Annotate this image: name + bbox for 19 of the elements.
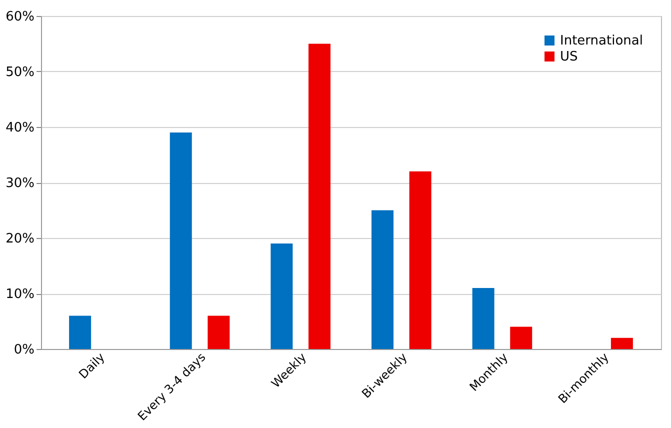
y-tick-label: 20% (6, 232, 34, 246)
y-tick-label: 10% (6, 287, 34, 302)
bar (69, 316, 92, 349)
bar (510, 326, 532, 349)
y-tick-label: 30% (6, 176, 34, 191)
bar (170, 132, 192, 349)
y-tick-label: 40% (6, 120, 34, 136)
y-tick-label: 0% (14, 342, 34, 358)
bar (472, 288, 494, 349)
bar (610, 338, 633, 349)
bar (308, 44, 330, 349)
bar (409, 171, 432, 349)
legend-label: US (560, 50, 578, 64)
bar (372, 210, 394, 349)
bar (208, 316, 230, 349)
y-tick-label: 60% (6, 10, 34, 24)
legend-label: International (560, 34, 643, 48)
bar (270, 244, 293, 349)
y-tick-label: 50% (6, 65, 34, 80)
